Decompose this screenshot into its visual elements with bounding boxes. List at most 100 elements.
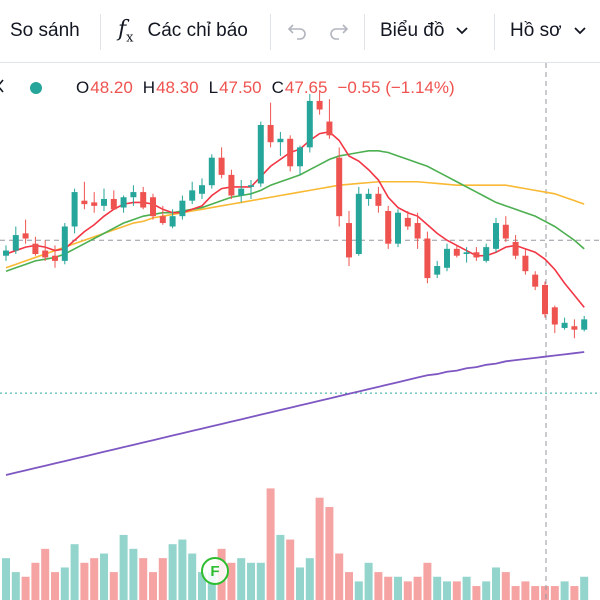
- candle-body: [414, 223, 421, 239]
- candle-body: [326, 121, 333, 136]
- candle-body: [248, 185, 254, 187]
- volume-bar: [580, 576, 589, 600]
- volume-bar: [403, 581, 412, 600]
- volume-bar: [31, 562, 40, 600]
- volume-bar: [560, 581, 569, 600]
- volume-bar: [149, 572, 157, 600]
- volume-bar: [345, 572, 353, 600]
- candle-body: [532, 274, 539, 287]
- volume-bar: [452, 581, 461, 600]
- volume-bar: [472, 586, 481, 600]
- volume-bar: [139, 558, 148, 600]
- volume-bar: [70, 544, 79, 600]
- volume-bar: [100, 553, 108, 600]
- volume-bar: [364, 562, 373, 600]
- candle-body: [91, 202, 98, 206]
- volume-bar: [109, 572, 118, 600]
- change-value: −0.55 (−1.14%): [337, 78, 455, 97]
- volume-bar: [550, 586, 559, 600]
- volume-bar: [315, 497, 324, 600]
- volume-bar: [413, 576, 422, 600]
- candle-body: [453, 248, 460, 256]
- candle-body: [355, 193, 362, 254]
- price-chart[interactable]: [0, 63, 600, 600]
- candle-body: [81, 200, 88, 205]
- moving-averages: [5, 131, 585, 476]
- volume-bar: [433, 576, 442, 600]
- volume-bar: [521, 581, 530, 600]
- open-label: O: [76, 78, 90, 97]
- volume-bar: [119, 534, 128, 600]
- volume-bar: [198, 572, 206, 600]
- volume-bar: [492, 567, 500, 600]
- volume-bar: [129, 548, 138, 600]
- indicators-button[interactable]: fx Các chỉ báo: [118, 0, 248, 62]
- candle-body: [483, 247, 490, 261]
- candle-body: [385, 211, 392, 244]
- volume-bar: [247, 562, 255, 600]
- candle-body: [130, 192, 137, 198]
- candle-body: [52, 255, 58, 261]
- profile-menu-button[interactable]: Hồ sơ: [510, 0, 586, 62]
- volume-bar: [276, 534, 285, 600]
- volume-bar: [354, 581, 363, 600]
- candle-body: [179, 200, 186, 217]
- candle-body: [473, 252, 480, 258]
- volume-bar: [335, 553, 344, 600]
- volume-bar: [90, 558, 99, 600]
- volume-bar: [168, 544, 177, 600]
- volume-bar: [305, 558, 314, 600]
- volume-bar: [178, 539, 187, 600]
- candle-body: [169, 216, 176, 227]
- volume-bar: [384, 576, 393, 600]
- candle-body: [208, 157, 215, 186]
- volume-bar: [207, 572, 216, 600]
- collapse-icon[interactable]: [0, 79, 6, 93]
- candle-body: [257, 125, 264, 184]
- volume-bar: [2, 558, 10, 600]
- candle-body: [199, 185, 205, 194]
- compare-button[interactable]: So sánh: [10, 0, 80, 62]
- redo-icon: [330, 24, 349, 40]
- candle-body: [140, 192, 147, 208]
- candle-body: [218, 157, 225, 175]
- volume-bar: [482, 581, 491, 600]
- candle-body: [22, 233, 29, 239]
- volume-bar: [501, 572, 510, 600]
- candles: [3, 90, 588, 339]
- candle-body: [336, 157, 343, 217]
- candle-body: [395, 212, 401, 244]
- chart-menu-button[interactable]: Biểu đồ: [380, 0, 469, 62]
- redo-button[interactable]: [328, 0, 350, 62]
- candle-body: [101, 198, 107, 206]
- compare-label: So sánh: [10, 20, 80, 41]
- ma-mid-line: [5, 150, 585, 272]
- candle-body: [316, 100, 323, 110]
- volume-bar: [423, 562, 432, 600]
- candle-body: [346, 223, 352, 258]
- volume-bar: [462, 576, 471, 600]
- candle-body: [502, 224, 509, 239]
- volume-bar: [570, 586, 579, 600]
- low-value: 47.50: [219, 78, 262, 97]
- volume-bar: [325, 507, 334, 600]
- candle-body: [512, 241, 519, 256]
- indicators-label: Các chỉ báo: [147, 20, 248, 41]
- candle-body: [12, 235, 19, 251]
- volume-bar: [51, 572, 59, 600]
- volume-bar: [296, 567, 304, 600]
- volume-bar: [374, 572, 383, 600]
- high-value: 48.30: [156, 78, 199, 97]
- close-label: C: [271, 78, 284, 97]
- volume-bar: [266, 488, 275, 600]
- status-dot-icon: [30, 82, 42, 94]
- volume-bar: [256, 562, 265, 600]
- event-badge[interactable]: F: [201, 557, 229, 585]
- candle-body: [150, 197, 156, 217]
- volume-bar: [80, 562, 89, 600]
- chevron-down-icon: [573, 27, 586, 35]
- ma-long-line: [5, 351, 585, 476]
- ma-fast-line: [5, 131, 585, 308]
- candle-body: [189, 190, 196, 201]
- undo-button[interactable]: [286, 0, 308, 62]
